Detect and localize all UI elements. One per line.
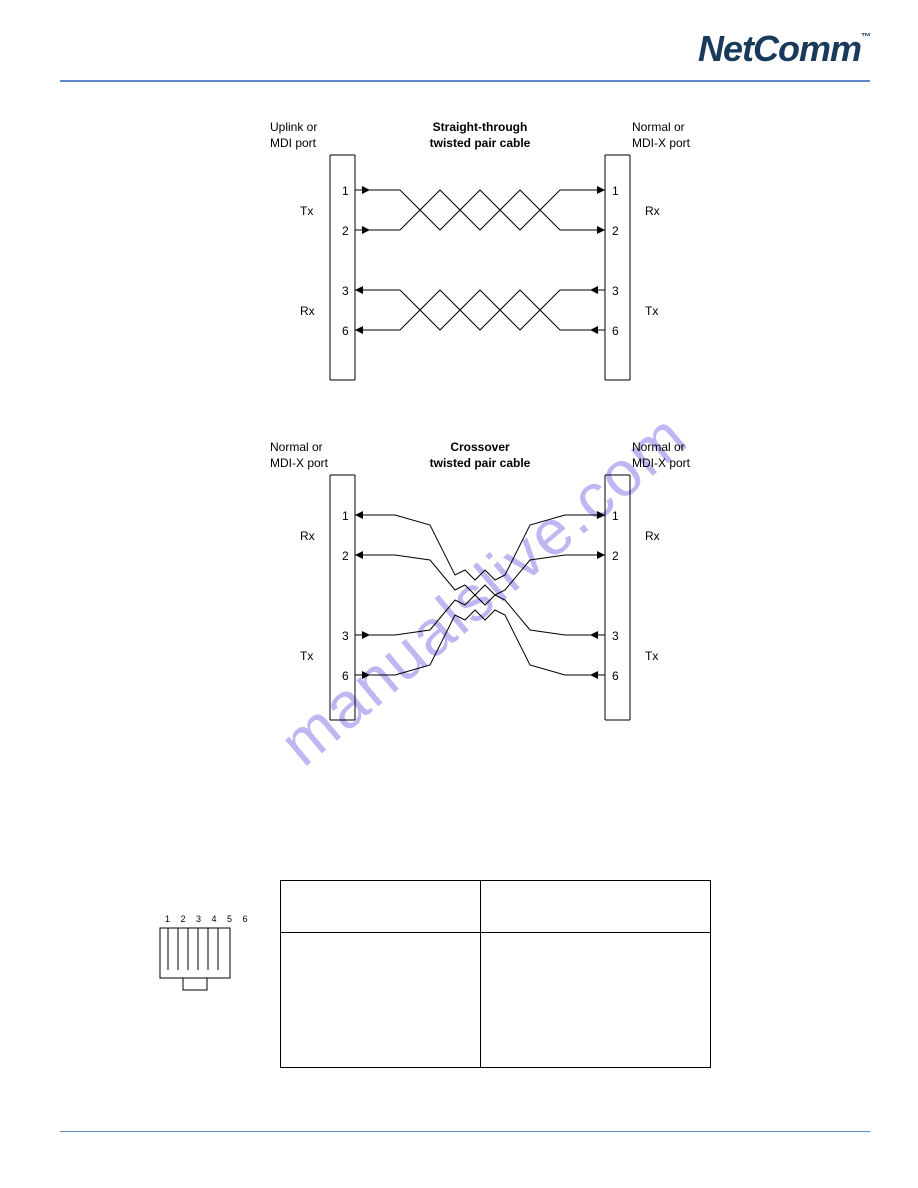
table-cell <box>281 881 481 933</box>
signal-label: Tx <box>300 204 313 218</box>
pin-label: 6 <box>342 324 349 338</box>
pin-label: 3 <box>342 629 349 643</box>
pin-label: 1 <box>342 184 349 198</box>
rj11-svg: 1 2 3 4 5 6 <box>150 910 260 1010</box>
pin-label: 1 <box>612 509 619 523</box>
figure-crossover: Normal or MDI-X port Crossover twisted p… <box>270 440 690 730</box>
signal-label: Tx <box>645 304 658 318</box>
rj11-connector-figure: 1 2 3 4 5 6 <box>150 910 260 1010</box>
footer-rule <box>60 1131 870 1132</box>
signal-label: Tx <box>645 649 658 663</box>
rj11-pin-numbers: 1 2 3 4 5 6 <box>165 914 252 924</box>
pin-label: 1 <box>342 509 349 523</box>
pin-table <box>280 880 711 1068</box>
signal-label: Tx <box>300 649 313 663</box>
pin-label: 2 <box>612 549 619 563</box>
table-row <box>281 933 711 1068</box>
pin-label: 1 <box>612 184 619 198</box>
signal-label: Rx <box>645 529 660 543</box>
figure-straight-through: Uplink or MDI port Straight-through twis… <box>270 120 690 390</box>
straight-diagram-svg: 1 2 3 6 1 2 3 6 Tx Rx Rx Tx <box>270 120 690 390</box>
pin-label: 2 <box>612 224 619 238</box>
pin-label: 3 <box>612 284 619 298</box>
brand-tm: ™ <box>861 32 870 43</box>
signal-label: Rx <box>300 304 315 318</box>
signal-label: Rx <box>645 204 660 218</box>
table-cell <box>281 933 481 1068</box>
brand-logo: NetComm™ <box>698 28 870 70</box>
crossover-diagram-svg: 1 2 3 6 1 2 3 6 Rx Tx Rx Tx <box>270 440 690 730</box>
pin-label: 6 <box>612 324 619 338</box>
table-cell <box>481 881 711 933</box>
signal-label: Rx <box>300 529 315 543</box>
pin-label: 6 <box>342 669 349 683</box>
table-row <box>281 881 711 933</box>
pin-label: 6 <box>612 669 619 683</box>
pin-label: 3 <box>612 629 619 643</box>
pin-label: 3 <box>342 284 349 298</box>
table-cell <box>481 933 711 1068</box>
page: NetComm™ manualslive.com Uplink or MDI p… <box>0 0 918 1188</box>
pin-label: 2 <box>342 549 349 563</box>
pin-label: 2 <box>342 224 349 238</box>
header-rule <box>60 80 870 82</box>
brand-name: NetComm <box>698 28 861 69</box>
